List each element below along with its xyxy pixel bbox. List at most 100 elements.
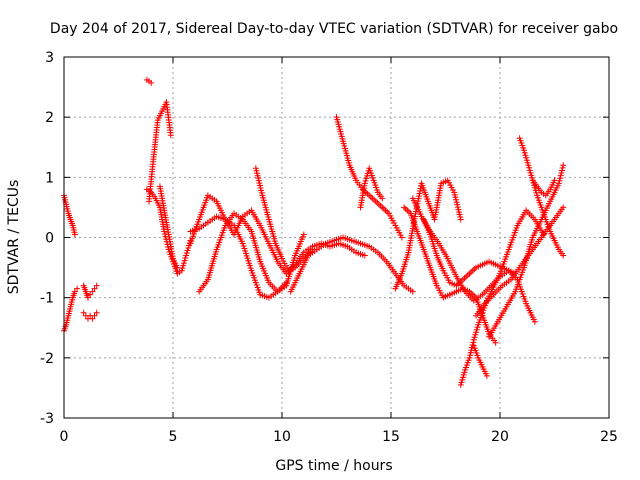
data-point: [417, 187, 424, 194]
data-point: [540, 231, 547, 238]
data-point: [185, 245, 192, 252]
series-track-o: [357, 165, 386, 211]
data-point: [474, 324, 481, 331]
series-track-t: [457, 207, 547, 388]
data-point: [466, 354, 473, 361]
data-point: [457, 216, 464, 223]
series-track-u: [470, 342, 490, 379]
data-point: [523, 154, 530, 161]
y-tick-label: -2: [40, 351, 54, 367]
data-point: [521, 149, 528, 156]
data-point: [522, 152, 529, 159]
data-point: [458, 379, 465, 386]
data-point: [520, 147, 527, 154]
y-tick-label: 1: [45, 170, 54, 186]
data-point: [89, 288, 96, 295]
series-track-s: [420, 216, 519, 289]
data-point: [470, 339, 477, 346]
data-point: [167, 132, 174, 139]
data-point: [71, 231, 78, 238]
y-tick-label: 2: [45, 110, 54, 126]
data-point: [528, 174, 535, 181]
data-points: [61, 76, 567, 388]
data-point: [557, 172, 564, 179]
x-tick-label: 0: [60, 429, 69, 445]
data-point: [559, 164, 566, 171]
data-point: [467, 352, 474, 359]
chart-title: Day 204 of 2017, Sidereal Day-to-day VTE…: [50, 21, 618, 37]
y-tick-label: -1: [40, 291, 54, 307]
data-point: [182, 255, 189, 262]
data-point: [528, 172, 535, 179]
data-point: [89, 315, 96, 322]
series-track-x: [516, 135, 567, 259]
x-tick-label: 5: [169, 429, 178, 445]
x-tick-labels: 0 5 10 15 20 25: [60, 429, 618, 445]
series-track-j: [196, 210, 307, 295]
data-point: [460, 371, 467, 378]
series-track-y: [529, 177, 558, 199]
data-point: [483, 372, 490, 379]
series-track-q: [401, 204, 499, 346]
data-point: [148, 79, 155, 86]
x-tick-label: 10: [273, 429, 291, 445]
data-point: [91, 285, 98, 292]
data-point: [527, 169, 534, 176]
y-tick-label: -3: [40, 411, 54, 427]
data-point: [416, 193, 423, 200]
data-point: [560, 162, 567, 169]
data-point: [74, 285, 81, 292]
data-point: [459, 376, 466, 383]
data-point: [184, 247, 191, 254]
data-point: [409, 288, 416, 295]
data-point: [461, 369, 468, 376]
data-point: [398, 234, 405, 241]
x-tick-label: 20: [491, 429, 509, 445]
data-point: [178, 267, 185, 274]
series-track-d: [80, 309, 100, 322]
grid-lines: [64, 57, 609, 418]
data-point: [161, 228, 168, 235]
data-point: [93, 309, 100, 316]
data-point: [470, 336, 477, 343]
data-point: [457, 381, 464, 388]
data-point: [183, 252, 190, 259]
data-point: [361, 180, 368, 187]
data-point: [473, 329, 480, 336]
data-point: [300, 231, 307, 238]
data-point: [555, 180, 562, 187]
data-point: [84, 294, 91, 301]
data-point: [414, 198, 421, 205]
data-point: [87, 291, 94, 298]
data-point: [526, 167, 533, 174]
data-point: [363, 175, 370, 182]
data-point: [183, 250, 190, 257]
series-track-h: [156, 183, 181, 271]
x-tick-label: 25: [600, 429, 618, 445]
data-point: [174, 264, 181, 271]
axis-ticks: [63, 56, 610, 419]
series-track-f: [146, 99, 174, 205]
data-point: [551, 177, 558, 184]
series-track-c: [80, 282, 100, 301]
series-track-v: [473, 204, 567, 319]
series-track-w: [486, 162, 567, 340]
data-point: [523, 157, 530, 164]
series-track-p: [392, 177, 464, 292]
data-point: [492, 339, 499, 346]
data-point: [91, 312, 98, 319]
data-point: [180, 262, 187, 269]
data-point: [557, 175, 564, 182]
data-point: [526, 164, 533, 171]
data-point: [283, 279, 290, 286]
data-point: [560, 252, 567, 259]
data-point: [179, 265, 186, 272]
y-tick-label: 0: [45, 231, 54, 247]
series-track-k: [187, 213, 290, 301]
data-point: [361, 252, 368, 259]
data-point: [80, 309, 87, 316]
data-point: [379, 195, 386, 202]
data-point: [71, 288, 78, 295]
